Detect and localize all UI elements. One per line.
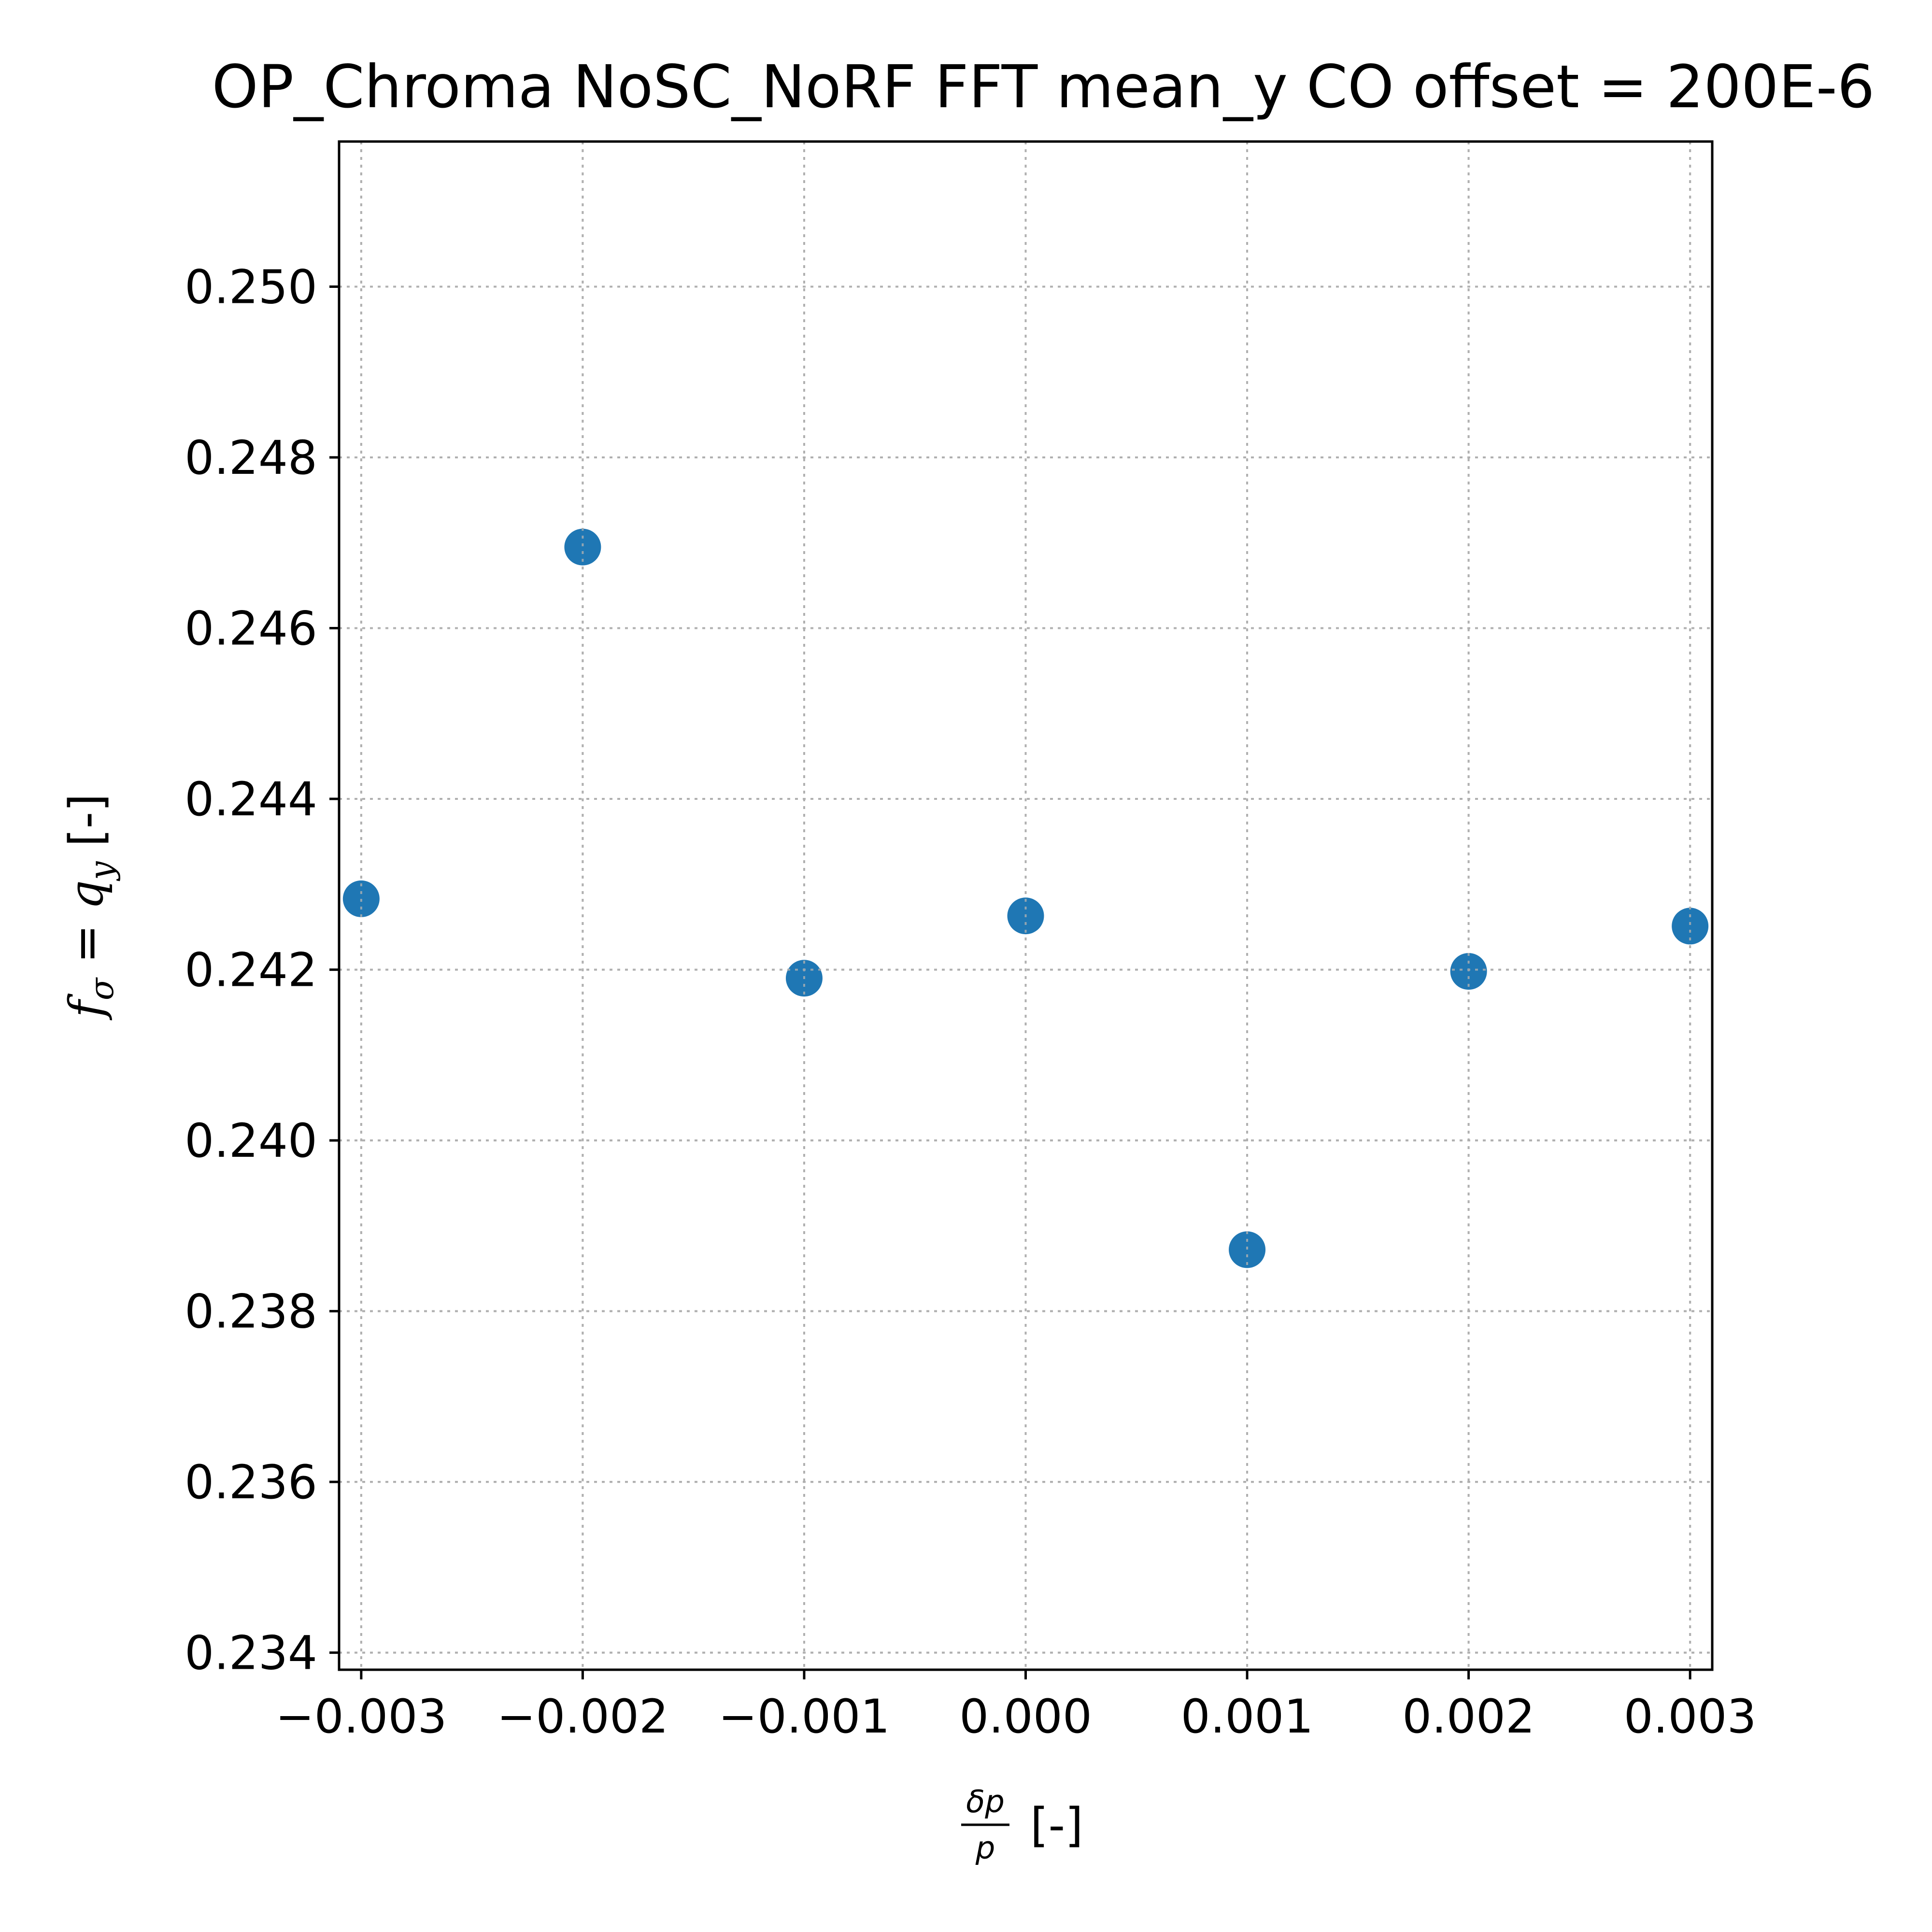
chart-title: OP_Chroma NoSC_NoRF FFT mean_y CO offset…: [212, 53, 1875, 121]
x-tick-label-0: −0.003: [275, 1690, 447, 1744]
y-axis-title-unit: [-]: [59, 794, 114, 861]
y-tick-label-7: 0.248: [185, 431, 317, 485]
y-tick-label-1: 0.236: [185, 1455, 317, 1509]
data-point-6: [1672, 908, 1709, 945]
x-axis-title-unit: [-]: [1030, 1798, 1083, 1852]
x-tick-label-3: 0.000: [959, 1690, 1092, 1744]
x-axis-title: δp p [-]: [961, 1784, 1083, 1866]
x-tick-label-1: −0.002: [497, 1690, 668, 1744]
y-tick-label-4: 0.242: [185, 943, 317, 997]
y-axis-title-sub-y: y: [83, 861, 121, 881]
y-tick-label-0: 0.234: [185, 1626, 317, 1680]
data-point-1: [564, 528, 601, 566]
y-axis-title-sub-sigma: σ: [83, 977, 121, 1000]
y-axis-title-q: q: [59, 880, 114, 909]
y-tick-label-8: 0.250: [185, 260, 317, 314]
y-tick-label-3: 0.240: [185, 1114, 317, 1168]
x-tick-label-5: 0.002: [1402, 1690, 1535, 1744]
y-tick-label-5: 0.244: [185, 772, 317, 826]
x-axis-title-numerator: δp: [966, 1784, 1005, 1820]
data-point-5: [1450, 953, 1487, 990]
data-point-0: [342, 880, 380, 917]
grid-overlay: [339, 142, 1712, 1670]
y-axis-title-equals: =: [59, 909, 114, 978]
y-tick-label-2: 0.238: [185, 1285, 317, 1339]
x-axis-ticks: −0.003 −0.002 −0.001 0.000 0.001 0.002 0.003: [275, 1670, 1757, 1744]
x-tick-label-6: 0.003: [1624, 1690, 1757, 1744]
y-axis-ticks: 0.234 0.236 0.238 0.240 0.242 0.244 0.246 0.248…: [185, 260, 339, 1680]
x-tick-label-4: 0.001: [1181, 1690, 1314, 1744]
y-axis-title: fσ = qy [-]: [59, 794, 121, 1020]
x-axis-title-denominator: p: [975, 1831, 995, 1866]
data-point-4: [1229, 1231, 1266, 1268]
x-tick-label-2: −0.001: [718, 1690, 890, 1744]
y-tick-label-6: 0.246: [185, 602, 317, 656]
